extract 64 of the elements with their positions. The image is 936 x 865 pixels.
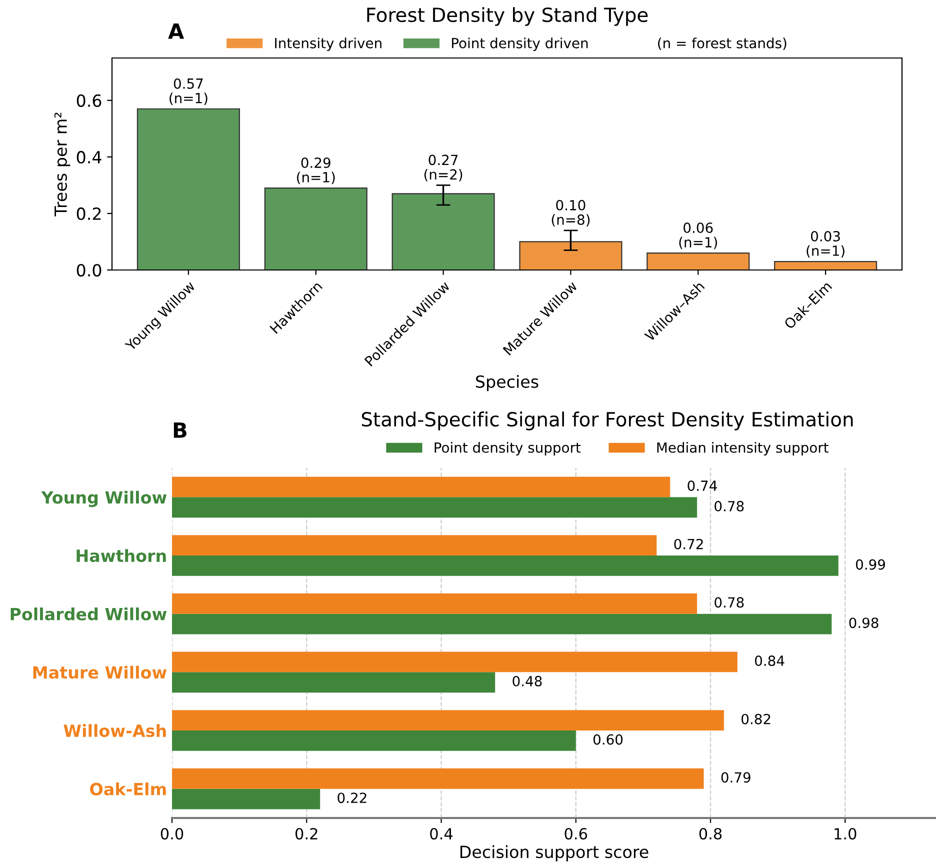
- y-tick-label: 0.2: [76, 207, 101, 220]
- y-tick-label: Mature Willow: [33, 666, 167, 679]
- legend-title: (n = forest stands): [658, 38, 786, 50]
- data-label: 0.79: [721, 772, 750, 783]
- y-tick-label: 0.4: [76, 150, 102, 164]
- data-label: 0.74: [688, 480, 717, 491]
- legend-label: Median intensity support: [657, 442, 828, 456]
- bar: [172, 652, 738, 672]
- y-tick-label: Young Willow: [41, 490, 167, 508]
- bar: [646, 252, 750, 270]
- bar: [172, 556, 838, 576]
- legend-label: Point density driven: [452, 38, 588, 52]
- x-tick-label: 0.4: [430, 828, 453, 840]
- bar: [172, 497, 698, 518]
- bar: [774, 260, 878, 270]
- y-tick-label: 0.6: [76, 94, 102, 107]
- chart-title: Stand-Specific Signal for Forest Density Estimation: [362, 412, 853, 430]
- data-label: 0.22: [338, 792, 366, 804]
- x-axis-title: Species: [476, 375, 538, 392]
- bar: [172, 476, 670, 498]
- data-label: 0.27 (n=2): [424, 154, 462, 182]
- x-tick-label: 1.0: [834, 828, 856, 840]
- data-label: 0.29 (n=1): [297, 158, 335, 184]
- x-tick-label: 0.8: [699, 828, 722, 840]
- bar: [172, 593, 698, 614]
- bar: [172, 614, 832, 634]
- data-label: 0.57 (n=1): [170, 78, 208, 105]
- bar: [172, 535, 657, 556]
- data-label: 0.98: [849, 618, 878, 628]
- bar: [264, 187, 368, 270]
- legend-label: Intensity driven: [275, 38, 382, 52]
- y-tick-label: Willow-Ash: [64, 724, 166, 738]
- legend-label: Point density support: [434, 442, 581, 456]
- data-label: 0.48: [512, 676, 542, 686]
- y-tick-label: Oak-Elm: [90, 782, 166, 796]
- bar: [172, 710, 724, 730]
- y-tick-label: 0.0: [76, 264, 102, 277]
- data-label: 0.72: [674, 538, 703, 550]
- data-label: 0.03 (n=1): [806, 231, 844, 258]
- data-label: 0.82: [742, 714, 770, 724]
- chart-title: Forest Density by Stand Type: [367, 7, 648, 26]
- bar: [172, 730, 576, 751]
- x-tick-label: 0.0: [160, 828, 184, 840]
- bar: [172, 672, 496, 693]
- y-axis-title: Trees per m²: [54, 112, 70, 216]
- bar: [392, 193, 495, 270]
- bar: [172, 788, 320, 810]
- data-label: 0.10 (n=8): [552, 200, 590, 227]
- x-axis-title: Decision support score: [460, 845, 648, 862]
- y-tick-label: Hawthorn: [76, 549, 166, 562]
- data-label: 0.78: [714, 500, 744, 512]
- text: B: [174, 422, 186, 438]
- data-label: 0.99: [856, 559, 886, 570]
- y-tick-label: Pollarded Willow: [10, 608, 167, 620]
- data-label: 0.84: [755, 655, 784, 666]
- data-label: 0.78: [714, 597, 744, 608]
- x-tick-label: 0.6: [564, 828, 588, 840]
- text: A: [168, 24, 184, 39]
- bar: [136, 108, 240, 270]
- x-tick-label: 0.2: [295, 828, 318, 840]
- bar: [172, 768, 704, 789]
- data-label: 0.60: [593, 734, 623, 745]
- data-label: 0.06 (n=1): [679, 222, 717, 250]
- bar: [519, 241, 622, 270]
